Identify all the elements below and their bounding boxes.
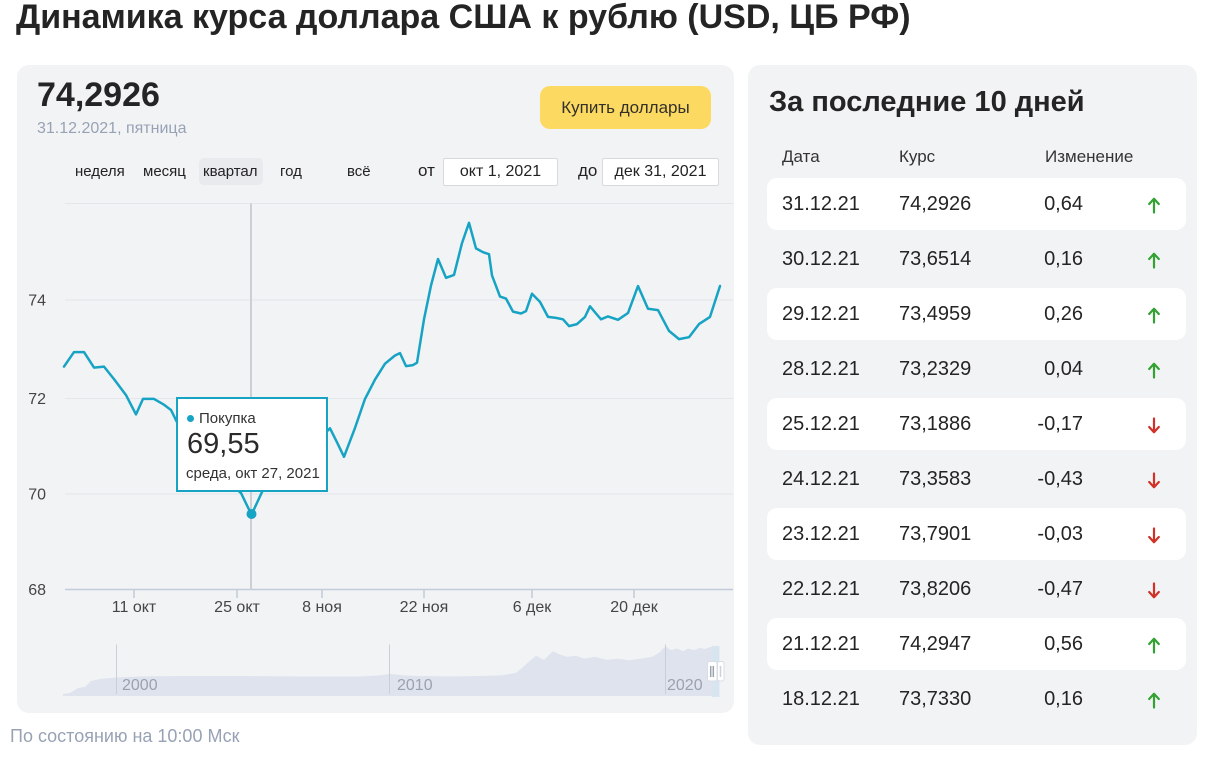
svg-text:25 окт: 25 окт [214,599,260,616]
svg-text:6 дек: 6 дек [513,599,553,616]
svg-text:70: 70 [28,487,46,504]
svg-text:2000: 2000 [122,677,158,694]
svg-text:2020: 2020 [667,677,703,694]
svg-text:68: 68 [28,582,46,599]
svg-text:8 ноя: 8 ноя [302,599,342,616]
svg-text:11 окт: 11 окт [112,599,157,616]
svg-text:72: 72 [28,391,46,408]
svg-text:20 дек: 20 дек [610,599,658,616]
svg-text:22 ноя: 22 ноя [400,599,449,616]
svg-text:74: 74 [28,293,46,310]
svg-text:2010: 2010 [397,677,433,694]
